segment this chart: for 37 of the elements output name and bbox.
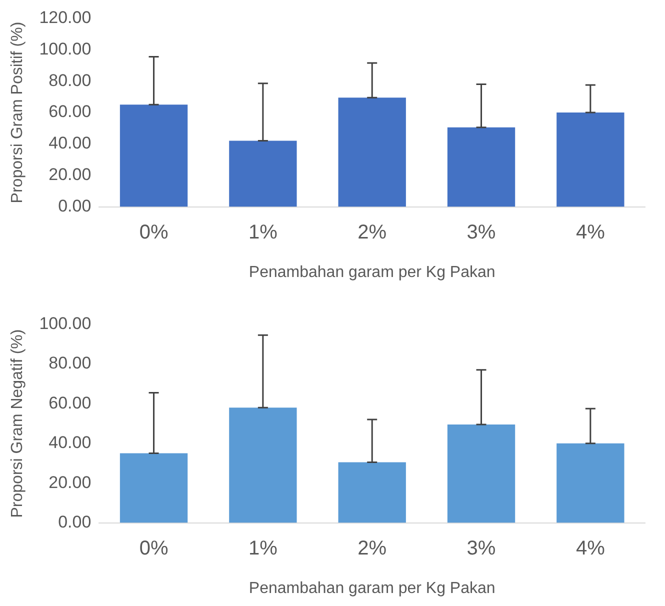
x-tick-label: 0% [139,537,168,560]
y-tick-label: 100.00 [39,314,92,333]
bar [229,140,297,207]
y-tick-label: 80.00 [48,70,92,90]
bar [229,408,297,523]
x-axis-title: Penambahan garam per Kg Pakan [248,264,496,281]
x-tick-label: 3% [466,537,496,560]
x-tick-label: 4% [576,537,606,560]
x-tick-label: 4% [576,221,606,244]
x-tick-label: 1% [248,537,278,560]
bar [447,424,516,523]
bar [120,104,188,207]
x-tick-label: 0% [139,221,168,244]
x-tick-label: 2% [358,537,387,560]
x-axis-title: Penambahan garam per Kg Pakan [248,580,496,597]
y-tick-label: 60.00 [48,102,92,122]
bar [120,453,188,523]
bar [556,443,624,523]
x-tick-label: 1% [248,221,278,244]
y-tick-label: 120.00 [39,8,92,27]
bar [338,98,406,207]
y-tick-label: 0.00 [58,196,92,216]
y-tick-label: 60.00 [48,393,92,412]
y-tick-label: 20.00 [48,165,92,184]
y-tick-label: 40.00 [48,433,92,452]
bar [338,462,406,523]
y-axis-title: Proporsi Gram Negatif (%) [9,329,26,518]
bar [447,127,516,207]
y-axis-title: Proporsi Gram Positif (%) [9,22,26,204]
y-tick-label: 80.00 [48,354,92,373]
y-tick-label: 100.00 [39,39,92,58]
y-tick-label: 20.00 [48,472,92,492]
y-tick-label: 0.00 [58,512,92,532]
x-tick-label: 3% [466,221,496,244]
x-tick-label: 2% [358,221,387,244]
y-tick-label: 40.00 [48,134,92,153]
bar [556,112,624,207]
